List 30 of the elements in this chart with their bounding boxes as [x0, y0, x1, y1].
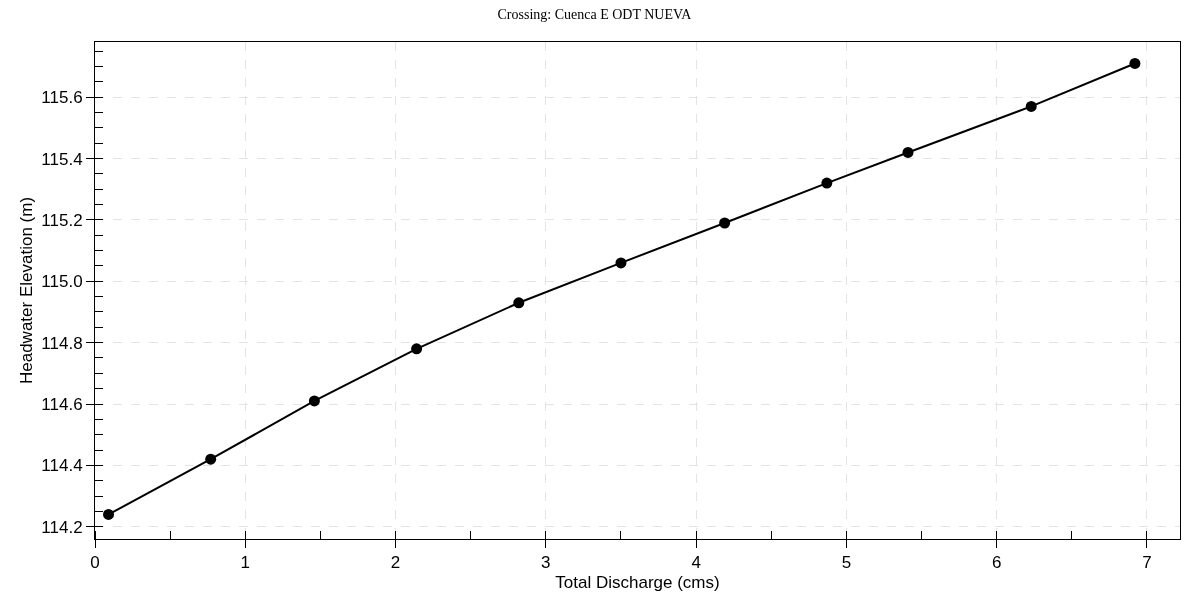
point — [1129, 57, 1141, 69]
x-axis-title: Total Discharge (cms) — [555, 572, 720, 592]
point — [513, 297, 525, 309]
chart-title: Crossing: Cuenca E ODT NUEVA — [497, 6, 693, 22]
x-tick-label: 5 — [841, 553, 852, 573]
point — [615, 257, 627, 269]
point — [902, 146, 914, 158]
x-tick-label: 6 — [991, 553, 1002, 573]
point — [821, 177, 833, 189]
point — [103, 508, 115, 520]
y-tick-label: 114.4 — [41, 456, 83, 476]
point — [205, 453, 217, 465]
x-tick-label: 7 — [1142, 553, 1152, 573]
point — [719, 217, 731, 229]
x-tick-label: 4 — [691, 553, 701, 573]
point — [1025, 100, 1037, 112]
x-tick-label: 3 — [541, 553, 551, 573]
y-axis-title: Headwater Elevation (m) — [16, 196, 36, 385]
x-tick-label: 0 — [90, 553, 100, 573]
y-tick-label: 114.6 — [41, 394, 83, 414]
x-tick-label: 2 — [390, 553, 401, 573]
point — [411, 343, 423, 355]
y-tick-label: 114.2 — [41, 517, 83, 537]
y-tick-label: 114.8 — [41, 333, 83, 353]
x-tick-label: 1 — [240, 553, 251, 573]
y-tick-label: 115.6 — [41, 88, 83, 108]
y-tick-label: 115.0 — [41, 272, 83, 292]
y-tick-label: 115.2 — [41, 210, 83, 230]
point — [308, 395, 320, 407]
y-tick-label: 115.4 — [41, 149, 83, 169]
